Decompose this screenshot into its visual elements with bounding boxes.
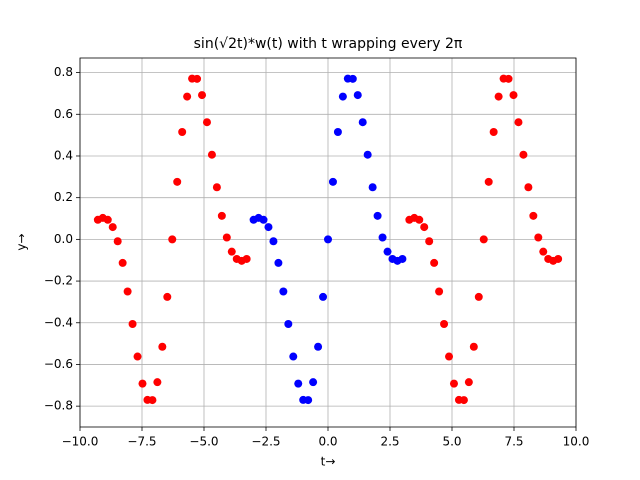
point [534,233,543,242]
y-tick-label: 0.2 [54,190,73,204]
point [445,352,454,361]
x-tick-label: 10.0 [563,435,590,449]
point [348,74,357,83]
x-tick-label: −10.0 [62,435,99,449]
point [430,258,439,267]
point [284,320,293,329]
x-tick-label: 5.0 [442,435,461,449]
point [309,378,318,387]
point [484,177,493,186]
point [294,379,303,388]
point [274,258,283,267]
y-tick-label: −0.6 [44,357,73,371]
point [148,396,157,405]
point [113,237,122,246]
point [425,237,434,246]
point [212,183,221,192]
point [333,128,342,137]
point [368,183,377,192]
point [118,258,127,267]
y-tick-label: −0.4 [44,315,73,329]
x-tick-label: 2.5 [380,435,399,449]
point [474,292,483,301]
y-tick-label: −0.2 [44,274,73,288]
point [193,74,202,83]
point [279,287,288,296]
point [363,150,372,159]
point [103,215,112,224]
y-tick-label: 0.4 [54,148,73,162]
point [217,211,226,220]
point [328,177,337,186]
point [163,292,172,301]
point [269,237,278,246]
point [554,254,563,263]
point [133,352,142,361]
point [222,233,231,242]
x-tick-label: 0.0 [318,435,337,449]
point [529,211,538,220]
point [227,247,236,256]
point [198,91,207,100]
point [435,287,444,296]
point [158,342,167,351]
y-tick-label: 0.6 [54,107,73,121]
x-axis-label: t→ [321,455,336,469]
point [494,92,503,101]
point [539,247,548,256]
point [440,320,449,329]
points [93,74,563,405]
point [338,92,347,101]
point [353,91,362,100]
x-tick-label: −7.5 [127,435,156,449]
point [123,287,132,296]
point [259,215,268,224]
point [383,247,392,256]
point [415,215,424,224]
point [509,91,518,100]
point [183,92,192,101]
point [314,342,323,351]
point [489,128,498,137]
point [358,118,367,127]
point [128,320,137,329]
point [304,396,313,405]
y-tick-label: 0.8 [54,65,73,79]
point [168,235,177,244]
point [242,254,251,263]
point [459,396,468,405]
point [479,235,488,244]
point [264,223,273,232]
point [378,233,387,242]
point [324,235,332,244]
point [173,177,182,186]
point [464,378,473,387]
x-tick-label: −5.0 [189,435,218,449]
chart-title: sin(√2t)*w(t) with t wrapping every 2π [194,36,463,52]
point [514,118,523,127]
y-axis-label: y→ [15,233,29,250]
point [202,118,211,127]
x-tick-label: 7.5 [504,435,523,449]
point [449,379,458,388]
point [373,211,382,220]
point [420,223,429,232]
point [519,150,528,159]
y-tick-label: 0.0 [54,232,73,246]
point [469,342,478,351]
point [207,150,216,159]
point [319,292,328,301]
x-tick-label: −2.5 [251,435,280,449]
point [178,128,187,137]
point [153,378,162,387]
point [524,183,533,192]
point [138,379,147,388]
point [398,254,407,263]
point [289,352,298,361]
point [504,74,513,83]
y-tick-label: −0.8 [44,399,73,413]
point [108,223,117,232]
